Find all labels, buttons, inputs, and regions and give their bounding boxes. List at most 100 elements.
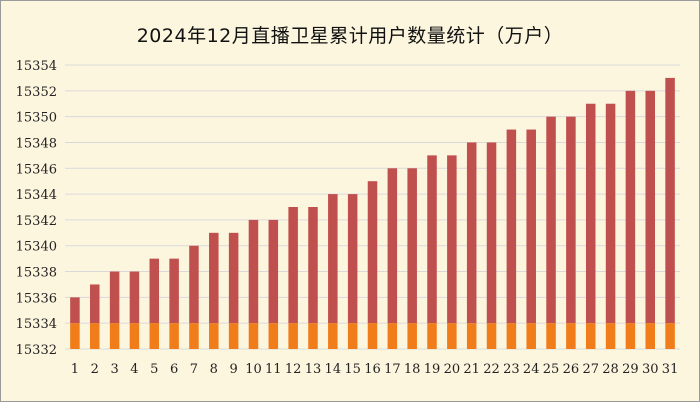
x-tick-label: 18 [404,362,421,377]
chart-title: 2024年12月直播卫星累计用户数量统计（万户） [136,25,564,47]
x-tick-label: 27 [582,362,599,377]
x-tick-label: 26 [563,362,580,377]
x-tick-label: 28 [602,362,619,377]
x-tick-label: 24 [523,362,540,377]
x-tick-label: 5 [150,362,158,377]
bar-segment-base [407,323,417,349]
bar-segment-upper [209,232,219,324]
bar-segment-base [526,323,536,349]
bar [328,194,338,349]
bar-segment-upper [665,77,675,324]
bar-segment-upper [189,245,199,324]
x-tick-label: 29 [622,362,639,377]
bar-segment-base [665,323,675,349]
x-tick-label: 19 [424,362,441,377]
bar [70,297,80,349]
bar [129,271,140,349]
x-tick-label: 12 [285,362,302,377]
bar [447,155,457,349]
bar [605,103,616,349]
bar-segment-upper [387,168,398,324]
bar [288,207,298,349]
bar [466,142,477,349]
bar-segment-base [169,323,179,349]
bar [625,90,636,349]
bar [427,155,437,349]
bar [149,258,160,349]
y-tick-label: 15352 [16,85,57,100]
bar-segment-base [447,323,457,349]
x-tick-label: 21 [463,362,480,377]
bar-segment-upper [427,155,437,324]
bar [228,232,239,349]
bar [546,116,556,349]
bar-segment-upper [149,258,160,324]
x-tick-label: 31 [662,362,679,377]
bar-segment-base [129,323,140,349]
bar-segment-upper [228,232,239,324]
bar [169,258,179,349]
bar-segment-base [109,323,120,349]
x-tick-label: 20 [444,362,461,377]
bar-segment-base [387,323,398,349]
bar-segment-base [328,323,338,349]
y-axis-ticks: 15332 15334 15336 15338 15340 15342 15344 15346… [16,59,57,358]
x-tick-label: 16 [364,362,381,377]
bar-segment-base [546,323,556,349]
bar [248,219,259,349]
bar-segment-upper [70,297,80,324]
x-tick-label: 9 [229,362,237,377]
y-tick-label: 15344 [16,188,57,203]
y-tick-label: 15332 [16,343,57,358]
bar-segment-upper [129,271,140,324]
x-tick-label: 23 [503,362,520,377]
bar-segment-upper [288,207,298,324]
y-tick-label: 15338 [16,266,57,281]
bar [89,284,100,349]
x-tick-label: 11 [265,362,282,377]
bar-segment-base [506,323,517,349]
bar-segment-upper [605,103,616,324]
x-tick-label: 13 [305,362,322,377]
bar [486,142,497,349]
bar-segment-base [288,323,298,349]
bar-segment-base [466,323,477,349]
bar [566,116,576,349]
bar-segment-upper [447,155,457,324]
bar [407,168,417,349]
bar-segment-upper [585,103,596,324]
bar-segment-upper [566,116,576,324]
bar-segment-upper [89,284,100,324]
x-tick-label: 1 [71,362,79,377]
bar-segment-upper [546,116,556,324]
bar-segment-upper [407,168,417,324]
bar-segment-upper [328,194,338,324]
bar [189,245,199,349]
y-tick-label: 15354 [16,59,57,74]
bar-segment-upper [169,258,179,324]
bar [645,90,656,349]
y-tick-label: 15350 [16,111,57,126]
x-tick-label: 14 [325,362,342,377]
bar-segment-upper [466,142,477,324]
bar [367,181,378,349]
bar-segment-base [268,323,279,349]
bar-segment-upper [367,181,378,324]
x-axis-ticks: 1 2 3 4 5 6 7 8 9 10 11 12 13 14 15 16 17 18 19 20 21 22 23 24 2… [71,362,679,377]
bar-segment-base [367,323,378,349]
x-tick-label: 6 [170,362,178,377]
bar-segment-base [308,323,318,349]
bar [308,207,318,349]
y-tick-label: 15346 [16,162,57,177]
y-tick-label: 15340 [16,240,57,255]
bar-segment-upper [109,271,120,324]
y-tick-label: 15334 [16,317,57,332]
x-tick-label: 2 [91,362,99,377]
x-tick-label: 4 [130,362,138,377]
x-tick-label: 15 [344,362,361,377]
bar-segment-base [89,323,100,349]
bar [268,219,279,349]
bar-segment-base [347,323,358,349]
